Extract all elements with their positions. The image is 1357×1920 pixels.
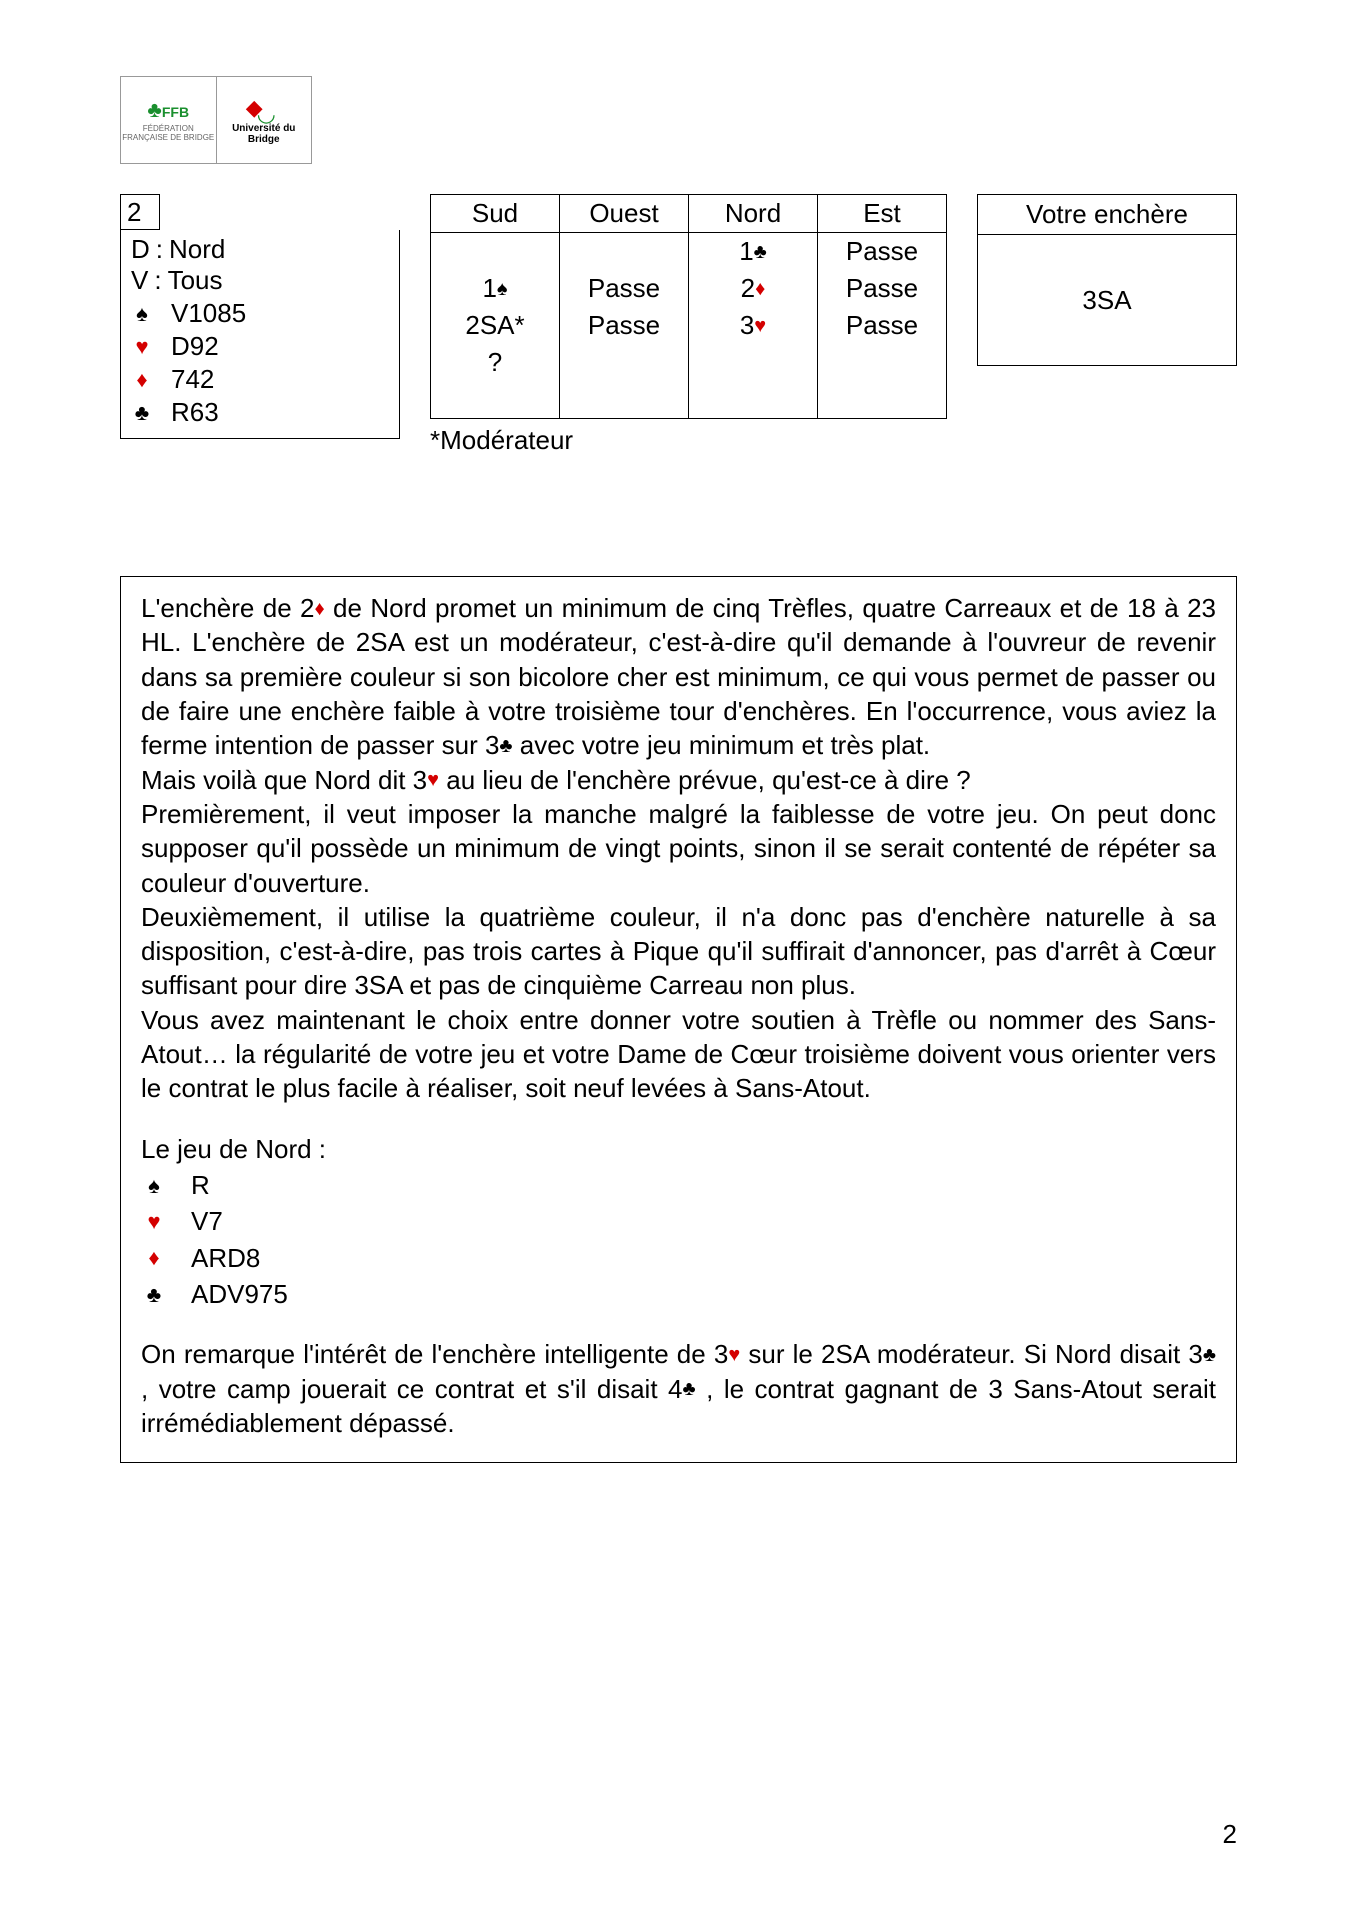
explanation-box: L'enchère de 2♦ de Nord promet un minimu… <box>120 576 1237 1463</box>
spade-icon: ♠ <box>131 301 153 327</box>
heart-icon: ♥ <box>427 767 439 793</box>
answer-box: Votre enchère 3SA <box>977 194 1237 366</box>
bidding-cell: Passe <box>560 307 689 344</box>
hand-diamonds: ♦ 742 <box>131 364 389 395</box>
north-spade-cards: R <box>191 1168 210 1202</box>
club-cards: R63 <box>171 397 219 428</box>
bidding-cell: Passe <box>818 270 947 307</box>
explanation-para5: Vous avez maintenant le choix entre donn… <box>141 1003 1216 1106</box>
bidding-cell: 2SA* <box>431 307 560 344</box>
hand-spades: ♠ V1085 <box>131 298 389 329</box>
bidding-cell: Passe <box>818 307 947 344</box>
spade-icon: ♠ <box>141 1171 167 1200</box>
bidding-cell <box>818 381 947 419</box>
vul-line: V : Tous <box>131 265 389 296</box>
north-hearts: ♥ V7 <box>141 1204 1216 1238</box>
bidding-block: SudOuestNordEst 1♣Passe1♠Passe2♦Passe2SA… <box>430 194 947 456</box>
bidding-cell <box>431 381 560 419</box>
bidding-cell <box>818 344 947 381</box>
bidding-cell <box>560 344 689 381</box>
bidding-header: Est <box>818 195 947 233</box>
club-icon: ♣ <box>141 1280 167 1309</box>
dealer-line: D : Nord <box>131 234 389 265</box>
hand-clubs: ♣ R63 <box>131 397 389 428</box>
heart-icon: ♥ <box>728 1342 740 1368</box>
answer-title: Votre enchère <box>977 194 1237 235</box>
vul-value: Tous <box>168 265 223 296</box>
bidding-cell <box>689 381 818 419</box>
explanation-para2: Mais voilà que Nord dit 3♥ au lieu de l'… <box>141 763 1216 797</box>
heart-icon: ♥ <box>141 1207 167 1236</box>
spade-cards: V1085 <box>171 298 246 329</box>
diamond-icon: ♦ <box>141 1243 167 1272</box>
answer-value: 3SA <box>977 235 1237 366</box>
dealer-value: Nord <box>169 234 225 265</box>
north-heart-cards: V7 <box>191 1204 223 1238</box>
club-icon: ♣ <box>1203 1342 1216 1368</box>
bidding-cell <box>560 381 689 419</box>
bidding-cell <box>689 344 818 381</box>
club-icon: ♣ <box>683 1376 696 1402</box>
north-hand: Le jeu de Nord : ♠R ♥V7 ♦ARD8 ♣ADV975 <box>141 1132 1216 1312</box>
diamond-icon: ♦ <box>755 278 765 301</box>
bidding-cell <box>560 233 689 271</box>
bidding-cell: 3♥ <box>689 307 818 344</box>
club-icon: ♣ <box>754 241 767 264</box>
bidding-cell: Passe <box>818 233 947 271</box>
vul-label: V <box>131 265 148 296</box>
bidding-cell: ? <box>431 344 560 381</box>
north-spades: ♠R <box>141 1168 1216 1202</box>
bidding-cell <box>431 233 560 271</box>
universite-text: Université du Bridge <box>217 123 312 145</box>
deal-number: 2 <box>120 194 160 230</box>
bidding-cell: Passe <box>560 270 689 307</box>
diamond-icon: ♦ <box>131 367 153 393</box>
diamond-cards: 742 <box>171 364 214 395</box>
north-diamonds: ♦ ARD8 <box>141 1241 1216 1275</box>
universite-icon: ◆◡ <box>246 95 282 121</box>
club-icon: ♣ <box>131 400 153 426</box>
bidding-header: Sud <box>431 195 560 233</box>
ffb-subtext: FÉDÉRATION FRANÇAISE DE BRIDGE <box>121 125 216 143</box>
diamond-icon: ♦ <box>314 596 324 622</box>
explanation-para3: Premièrement, il veut imposer la manche … <box>141 797 1216 900</box>
colon: : <box>156 234 163 265</box>
logo-universite: ◆◡ Université du Bridge <box>216 77 312 163</box>
spade-icon: ♠ <box>497 278 508 301</box>
heart-icon: ♥ <box>131 334 153 360</box>
club-icon: ♣ <box>499 733 512 759</box>
bidding-header: Ouest <box>560 195 689 233</box>
bidding-table: SudOuestNordEst 1♣Passe1♠Passe2♦Passe2SA… <box>430 194 947 419</box>
explanation-para6: On remarque l'intérêt de l'enchère intel… <box>141 1337 1216 1440</box>
heart-cards: D92 <box>171 331 219 362</box>
north-club-cards: ADV975 <box>191 1277 288 1311</box>
bidding-cell: 2♦ <box>689 270 818 307</box>
bidding-note: *Modérateur <box>430 425 947 456</box>
north-clubs: ♣ ADV975 <box>141 1277 1216 1311</box>
explanation-para4: Deuxièmement, il utilise la quatrième co… <box>141 900 1216 1003</box>
page-number: 2 <box>1223 1819 1237 1850</box>
header-logo: ♣FFB FÉDÉRATION FRANÇAISE DE BRIDGE ◆◡ U… <box>120 76 312 164</box>
logo-ffb: ♣FFB FÉDÉRATION FRANÇAISE DE BRIDGE <box>121 77 216 163</box>
bidding-header: Nord <box>689 195 818 233</box>
hand-box: 2 D : Nord V : Tous ♠ V1085 ♥ <box>120 194 400 439</box>
bidding-cell: 1♠ <box>431 270 560 307</box>
hand-hearts: ♥ D92 <box>131 331 389 362</box>
bidding-cell: 1♣ <box>689 233 818 271</box>
heart-icon: ♥ <box>754 315 766 338</box>
dealer-label: D <box>131 234 150 265</box>
north-diamond-cards: ARD8 <box>191 1241 260 1275</box>
north-hand-title: Le jeu de Nord : <box>141 1132 1216 1166</box>
ffb-icon: ♣FFB <box>147 97 189 123</box>
explanation-para1: L'enchère de 2♦ de Nord promet un minimu… <box>141 591 1216 763</box>
colon: : <box>154 265 161 296</box>
